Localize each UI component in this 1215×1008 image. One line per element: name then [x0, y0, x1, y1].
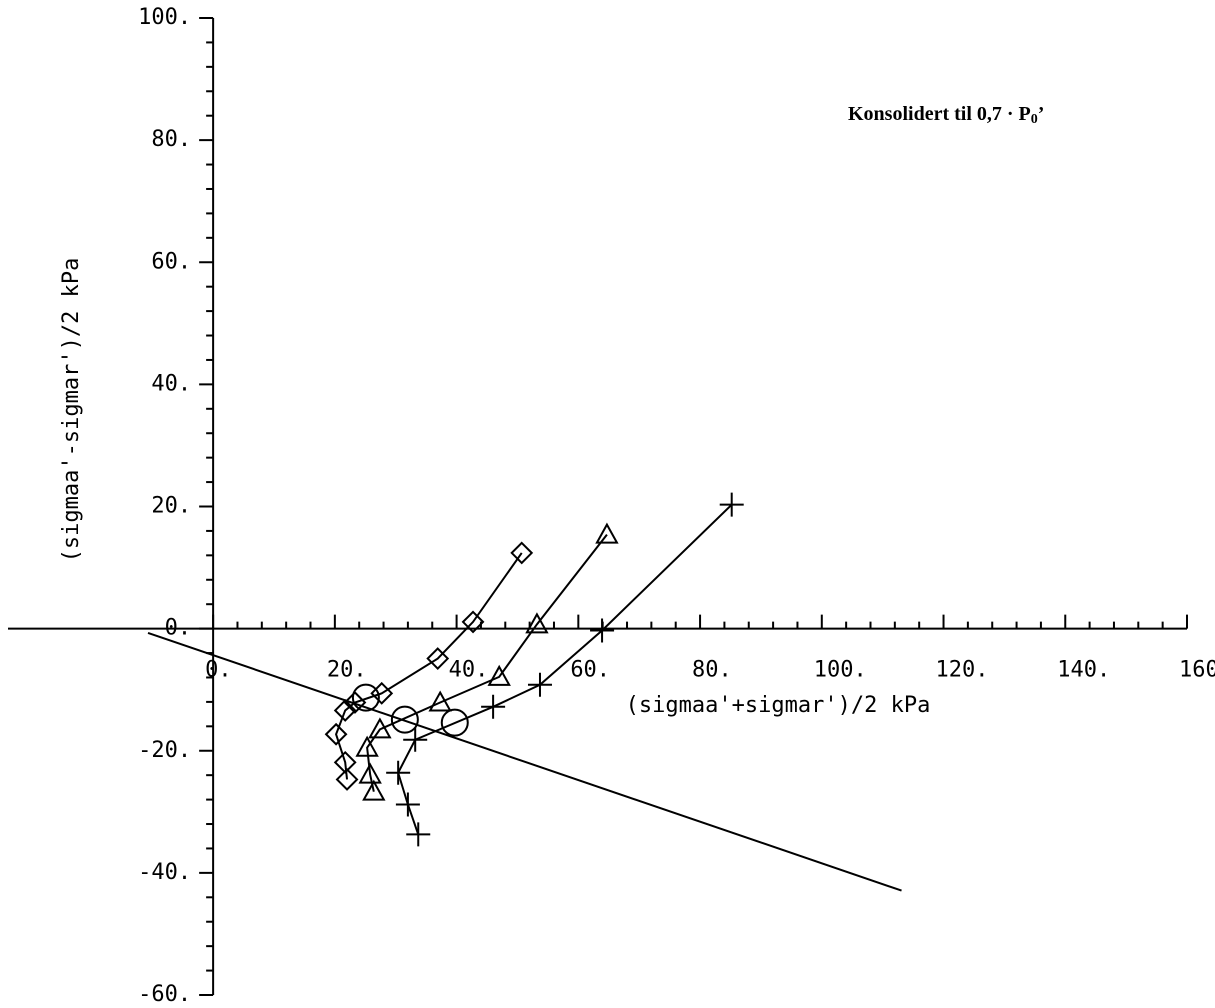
x-tick-label: 80. [692, 658, 732, 683]
y-tick-label: 20. [151, 494, 191, 519]
plus-marker [527, 672, 552, 697]
diamond-marker [461, 610, 485, 634]
diamond-marker [343, 691, 367, 714]
y-tick-label: -60. [138, 982, 191, 1007]
plus-marker [386, 760, 411, 785]
plus-marker [481, 694, 506, 719]
triangle-marker [595, 522, 619, 544]
triangle-marker [355, 735, 379, 757]
x-tick-label: 120. [936, 658, 989, 683]
triangle-marker [428, 690, 452, 712]
y-tick-label: 0. [165, 616, 192, 641]
annotation-suffix: ’ [1038, 103, 1045, 125]
x-tick-label: 40. [449, 658, 489, 683]
y-tick-label: -20. [138, 738, 191, 763]
triangle-marker [362, 779, 386, 801]
y-tick-label: 100. [138, 5, 191, 30]
y-tick-label: 40. [151, 371, 191, 396]
x-axis-label: (sigmaa'+sigmar')/2 kPa [626, 693, 931, 718]
plus-marker [719, 492, 744, 517]
diamond-marker [335, 768, 359, 791]
x-tick-label: 140. [1057, 658, 1110, 683]
x-tick-label: 20. [327, 658, 367, 683]
triangle-marker [368, 717, 392, 739]
diamond-marker [333, 699, 357, 722]
plus-marker [406, 822, 431, 847]
x-tick-label: 0. [205, 658, 232, 683]
x-tick-label: 100. [814, 658, 867, 683]
y-tick-label: -40. [138, 860, 191, 885]
annotation: Konsolidert til 0,7 · P0’ [848, 103, 1044, 128]
diamond-marker [426, 647, 450, 670]
diamond-marker [324, 722, 348, 746]
y-tick-label: 80. [151, 127, 191, 152]
diamond-marker [370, 681, 394, 705]
stress-path [335, 552, 523, 780]
triangle-marker [358, 762, 382, 784]
diamond-marker [510, 541, 534, 565]
circle-marker [440, 708, 469, 737]
y-tick-label: 60. [151, 249, 191, 274]
plus-marker [395, 792, 420, 817]
x-tick-label: 60. [570, 658, 610, 683]
annotation-text: Konsolidert til 0,7 · P [848, 103, 1031, 125]
triangle-marker [487, 664, 511, 686]
circle-marker [351, 683, 380, 712]
stress-path [397, 503, 733, 835]
annotation-subscript: 0 [1031, 112, 1038, 127]
triangle-marker [525, 612, 549, 634]
circle-marker [390, 705, 419, 734]
plus-marker [403, 727, 428, 752]
y-axis-label: (sigmaa'-sigmar')/2 kPa [59, 258, 84, 563]
plus-marker [590, 618, 615, 643]
envelope-line [147, 631, 902, 892]
x-tick-label: 160. [1179, 658, 1215, 683]
